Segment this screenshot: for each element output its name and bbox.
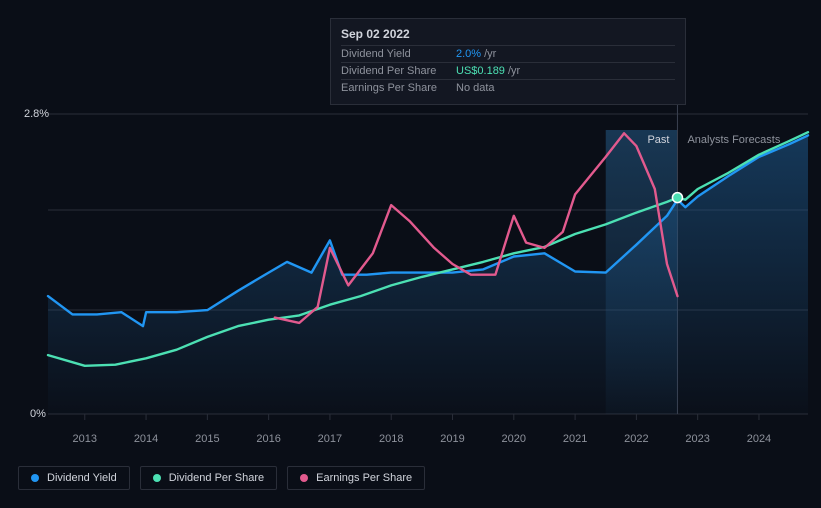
- tooltip-row-label: Dividend Per Share: [341, 65, 456, 77]
- x-label-2013: 2013: [65, 433, 105, 445]
- legend-dot: [31, 474, 39, 482]
- tooltip-row-unit: /yr: [508, 65, 520, 77]
- tooltip-row: Dividend Yield2.0%/yr: [341, 45, 675, 62]
- legend-dot: [300, 474, 308, 482]
- x-label-2019: 2019: [433, 433, 473, 445]
- x-label-2023: 2023: [678, 433, 718, 445]
- legend-item-dividend-yield[interactable]: Dividend Yield: [18, 466, 130, 490]
- legend-label: Dividend Per Share: [169, 472, 264, 484]
- x-label-2024: 2024: [739, 433, 779, 445]
- tooltip-row-unit: /yr: [484, 48, 496, 60]
- tooltip-row-value: 2.0%/yr: [456, 48, 496, 60]
- legend-label: Earnings Per Share: [316, 472, 412, 484]
- x-label-2015: 2015: [187, 433, 227, 445]
- tooltip: Sep 02 2022 Dividend Yield2.0%/yrDividen…: [330, 18, 686, 105]
- x-ticks: [85, 414, 759, 420]
- hover-marker: [672, 193, 682, 203]
- x-label-2022: 2022: [616, 433, 656, 445]
- x-label-2014: 2014: [126, 433, 166, 445]
- legend-item-dividend-per-share[interactable]: Dividend Per Share: [140, 466, 277, 490]
- tooltip-row: Earnings Per ShareNo data: [341, 79, 675, 96]
- legend-label: Dividend Yield: [47, 472, 117, 484]
- past-label: Past: [647, 134, 669, 146]
- x-label-2021: 2021: [555, 433, 595, 445]
- forecast-label: Analysts Forecasts: [687, 134, 780, 146]
- y-min-label: 0%: [30, 408, 46, 420]
- tooltip-row-label: Earnings Per Share: [341, 82, 456, 94]
- x-label-2017: 2017: [310, 433, 350, 445]
- y-max-label: 2.8%: [24, 108, 49, 120]
- x-label-2016: 2016: [249, 433, 289, 445]
- tooltip-row-value: US$0.189/yr: [456, 65, 520, 77]
- legend-dot: [153, 474, 161, 482]
- x-label-2020: 2020: [494, 433, 534, 445]
- tooltip-row-value: No data: [456, 82, 498, 94]
- tooltip-date: Sep 02 2022: [341, 27, 675, 45]
- x-label-2018: 2018: [371, 433, 411, 445]
- tooltip-row: Dividend Per ShareUS$0.189/yr: [341, 62, 675, 79]
- chart-container: 2.8% 0% 2013 2014 2015 2016 2017 2018 2019 2020…: [0, 0, 821, 508]
- tooltip-row-label: Dividend Yield: [341, 48, 456, 60]
- legend: Dividend Yield Dividend Per Share Earnings…: [18, 466, 425, 490]
- legend-item-earnings-per-share[interactable]: Earnings Per Share: [287, 466, 425, 490]
